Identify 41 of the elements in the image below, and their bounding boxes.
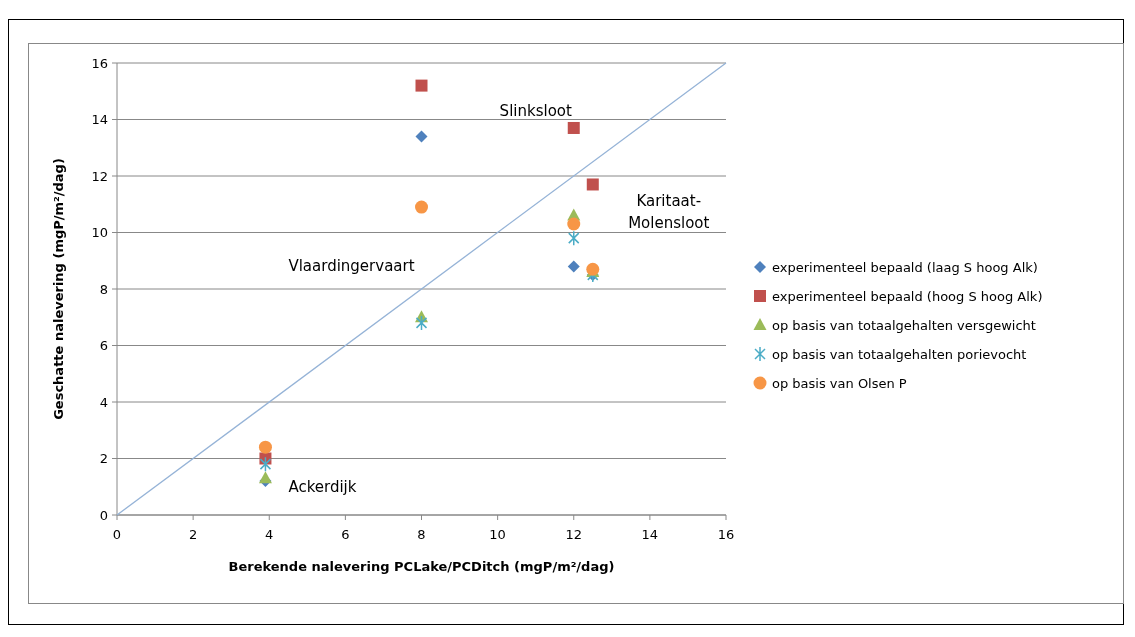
point xyxy=(415,79,428,92)
point xyxy=(567,217,581,231)
legend-label: experimenteel bepaald (laag S hoog Alk) xyxy=(772,259,1038,275)
x-tick-label: 16 xyxy=(717,527,735,542)
legend-label: experimenteel bepaald (hoog S hoog Alk) xyxy=(772,288,1043,304)
annotation: Ackerdijk xyxy=(288,478,357,497)
x-tick-label: 14 xyxy=(641,527,659,542)
y-tick-label: 14 xyxy=(91,112,108,128)
y-tick-label: 10 xyxy=(91,225,108,241)
legend-label: op basis van totaalgehalten porievocht xyxy=(772,346,1027,362)
point xyxy=(568,230,580,246)
y-tick-label: 8 xyxy=(99,281,108,297)
y-axis-title: Geschatte nalevering (mgP/m²/dag) xyxy=(51,158,66,420)
point xyxy=(567,121,580,134)
y-tick-label: 6 xyxy=(99,338,108,354)
annotation: Vlaardingervaart xyxy=(288,256,415,275)
y-tick-label: 4 xyxy=(99,394,108,410)
x-tick-label: 0 xyxy=(112,527,122,542)
point xyxy=(258,471,272,484)
point xyxy=(415,130,428,143)
annotation: Slinksloot xyxy=(499,102,572,121)
point xyxy=(567,260,580,273)
point xyxy=(586,178,599,191)
x-tick-label: 12 xyxy=(565,527,583,542)
point xyxy=(259,456,272,472)
legend-label: op basis van Olsen P xyxy=(772,375,907,391)
x-tick-label: 2 xyxy=(188,527,198,542)
x-tick-label: 6 xyxy=(341,527,350,542)
x-tick-label: 8 xyxy=(417,527,426,542)
x-axis-title: Berekende nalevering PCLake/PCDitch (mgP/m²/dag) xyxy=(228,559,615,574)
y-tick-label: 0 xyxy=(99,507,108,523)
point xyxy=(415,315,428,331)
point xyxy=(415,200,428,214)
annotation: Karitaat-Molensloot xyxy=(628,191,710,233)
x-tick-label: 4 xyxy=(265,527,274,542)
legend-label: op basis van totaalgehalten versgewicht xyxy=(772,317,1036,333)
point xyxy=(258,440,272,454)
y-tick-label: 16 xyxy=(91,55,108,71)
y-tick-label: 2 xyxy=(99,451,108,467)
x-tick-label: 10 xyxy=(489,527,506,542)
y-tick-label: 12 xyxy=(91,168,108,184)
